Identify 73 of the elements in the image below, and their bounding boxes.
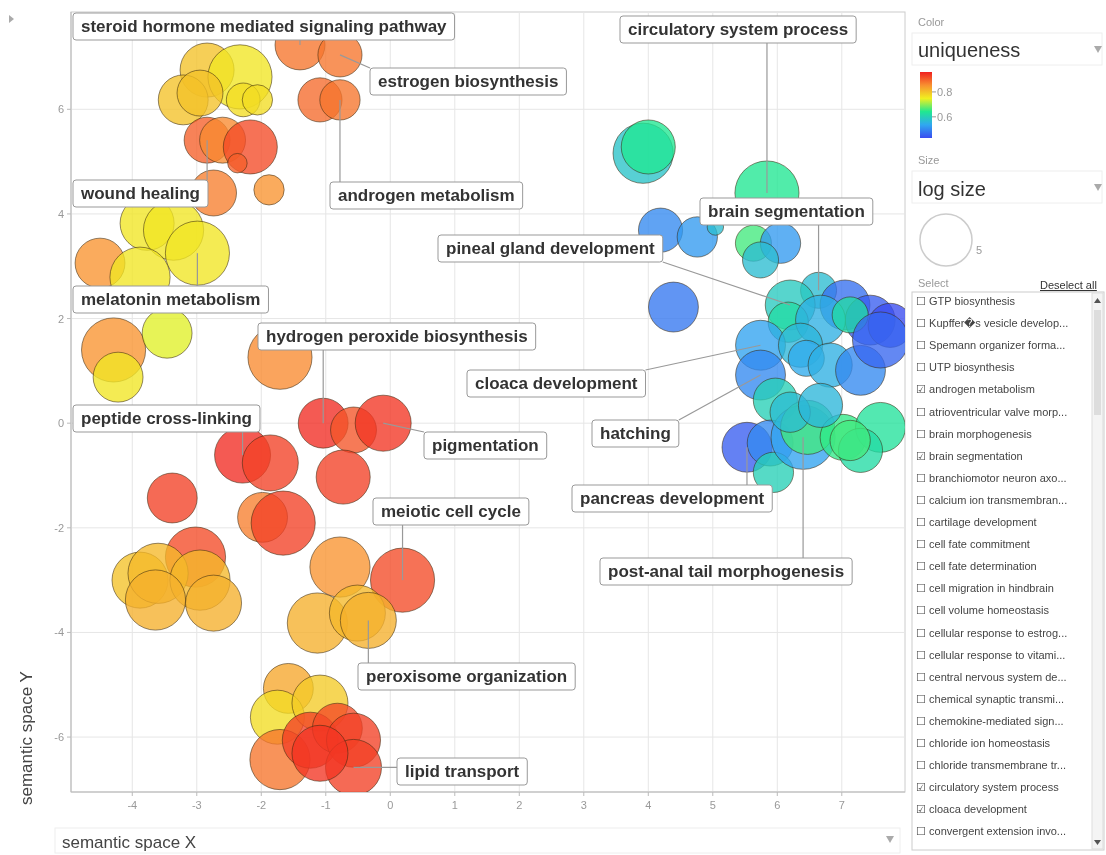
text: ☐ chloride transmembrane tr... <box>916 759 1067 772</box>
y-tick-label: 2 <box>57 312 64 325</box>
annotation: estrogen biosynthesis <box>378 72 559 91</box>
text: ☐ cell fate determination <box>916 560 1037 573</box>
text: ☐ brain morphogenesis <box>916 427 1033 440</box>
y-tick-label: -4 <box>54 626 64 639</box>
y-tick-label: -2 <box>54 521 64 534</box>
text: ☐ cartilage development <box>916 516 1037 528</box>
text: Deselect all <box>1040 279 1097 291</box>
legend-label: 5 <box>976 244 983 256</box>
x-axis-title: semantic space X <box>62 833 197 852</box>
text: ☐ cell volume homeostasis <box>916 604 1050 617</box>
x-tick-label: 0 <box>387 799 394 811</box>
annotation: pineal gland development <box>446 239 656 258</box>
text: ☑ cloaca development <box>916 803 1027 816</box>
x-tick-label: -1 <box>320 799 331 811</box>
annotation: circulatory system process <box>628 20 849 39</box>
annotation: brain segmentation <box>708 202 865 221</box>
text: ☑ androgen metabolism <box>916 383 1035 396</box>
annotation: hatching <box>600 424 671 443</box>
x-tick-label: 7 <box>838 799 845 811</box>
text: ☐ Kupffer�s vesicle develop... <box>916 316 1069 330</box>
text: ☐ chemokine-mediated sign... <box>916 714 1064 727</box>
x-tick-label: -2 <box>256 799 267 811</box>
text: ☐ central nervous system de... <box>916 670 1067 683</box>
x-tick-label: 6 <box>774 799 781 811</box>
text: ☑ circulatory system process <box>916 781 1060 794</box>
text: ☐ branchiomotor neuron axo... <box>916 471 1067 484</box>
annotation: post-anal tail morphogenesis <box>608 562 845 581</box>
annotation: steroid hormone mediated signaling pathway <box>81 17 448 36</box>
text: ☐ cell fate commitment <box>916 538 1030 551</box>
x-tick-label: 4 <box>645 799 652 811</box>
y-tick-label: 6 <box>57 103 64 116</box>
x-tick-label: -4 <box>127 799 138 811</box>
text: ☐ chemical synaptic transmi... <box>916 692 1065 705</box>
annotation: androgen metabolism <box>338 186 515 205</box>
color-bar-label: 0.6 <box>937 110 953 123</box>
annotation: pancreas development <box>580 489 765 508</box>
annotation: wound healing <box>80 184 200 203</box>
annotation: peroxisome organization <box>366 667 568 686</box>
annotation: pigmentation <box>432 436 539 455</box>
text: Color <box>918 16 945 28</box>
text: ☐ GTP biosynthesis <box>916 295 1016 307</box>
x-tick-label: 5 <box>709 799 716 811</box>
x-tick-label: 2 <box>516 799 523 811</box>
legend-title: log size <box>918 178 986 200</box>
x-tick-label: -3 <box>191 799 202 811</box>
annotation: cloaca development <box>475 374 638 393</box>
text: ☐ convergent extension invo... <box>916 825 1067 838</box>
x-tick-label: 3 <box>580 799 587 811</box>
annotation: lipid transport <box>405 762 520 781</box>
text: ☐ atrioventricular valve morp... <box>916 405 1068 418</box>
text: ☐ cellular response to vitami... <box>916 648 1066 661</box>
text: ☑ brain segmentation <box>916 449 1023 462</box>
annotation: melatonin metabolism <box>81 290 261 309</box>
y-tick-label: -6 <box>54 731 64 744</box>
annotation: meiotic cell cycle <box>381 502 521 521</box>
text: Select <box>918 277 949 289</box>
text: ☐ calcium ion transmembran... <box>916 493 1068 506</box>
y-axis-title: semantic space Y <box>17 671 36 805</box>
text: ☐ chloride ion homeostasis <box>916 737 1051 749</box>
text: ☐ cellular response to estrog... <box>916 626 1068 639</box>
text: ☐ cell migration in hindbrain <box>916 582 1054 595</box>
annotation: peptide cross-linking <box>81 409 252 428</box>
color-bar-title: uniqueness <box>918 39 1021 61</box>
x-tick-label: 1 <box>451 799 458 811</box>
annotation: hydrogen peroxide biosynthesis <box>266 327 528 346</box>
text: Size <box>918 154 940 166</box>
y-tick-label: 0 <box>57 417 64 430</box>
color-bar-label: 0.8 <box>937 85 953 98</box>
text: ☐ UTP biosynthesis <box>916 361 1015 374</box>
text: ☐ Spemann organizer forma... <box>916 339 1066 352</box>
y-tick-label: 4 <box>57 207 64 220</box>
